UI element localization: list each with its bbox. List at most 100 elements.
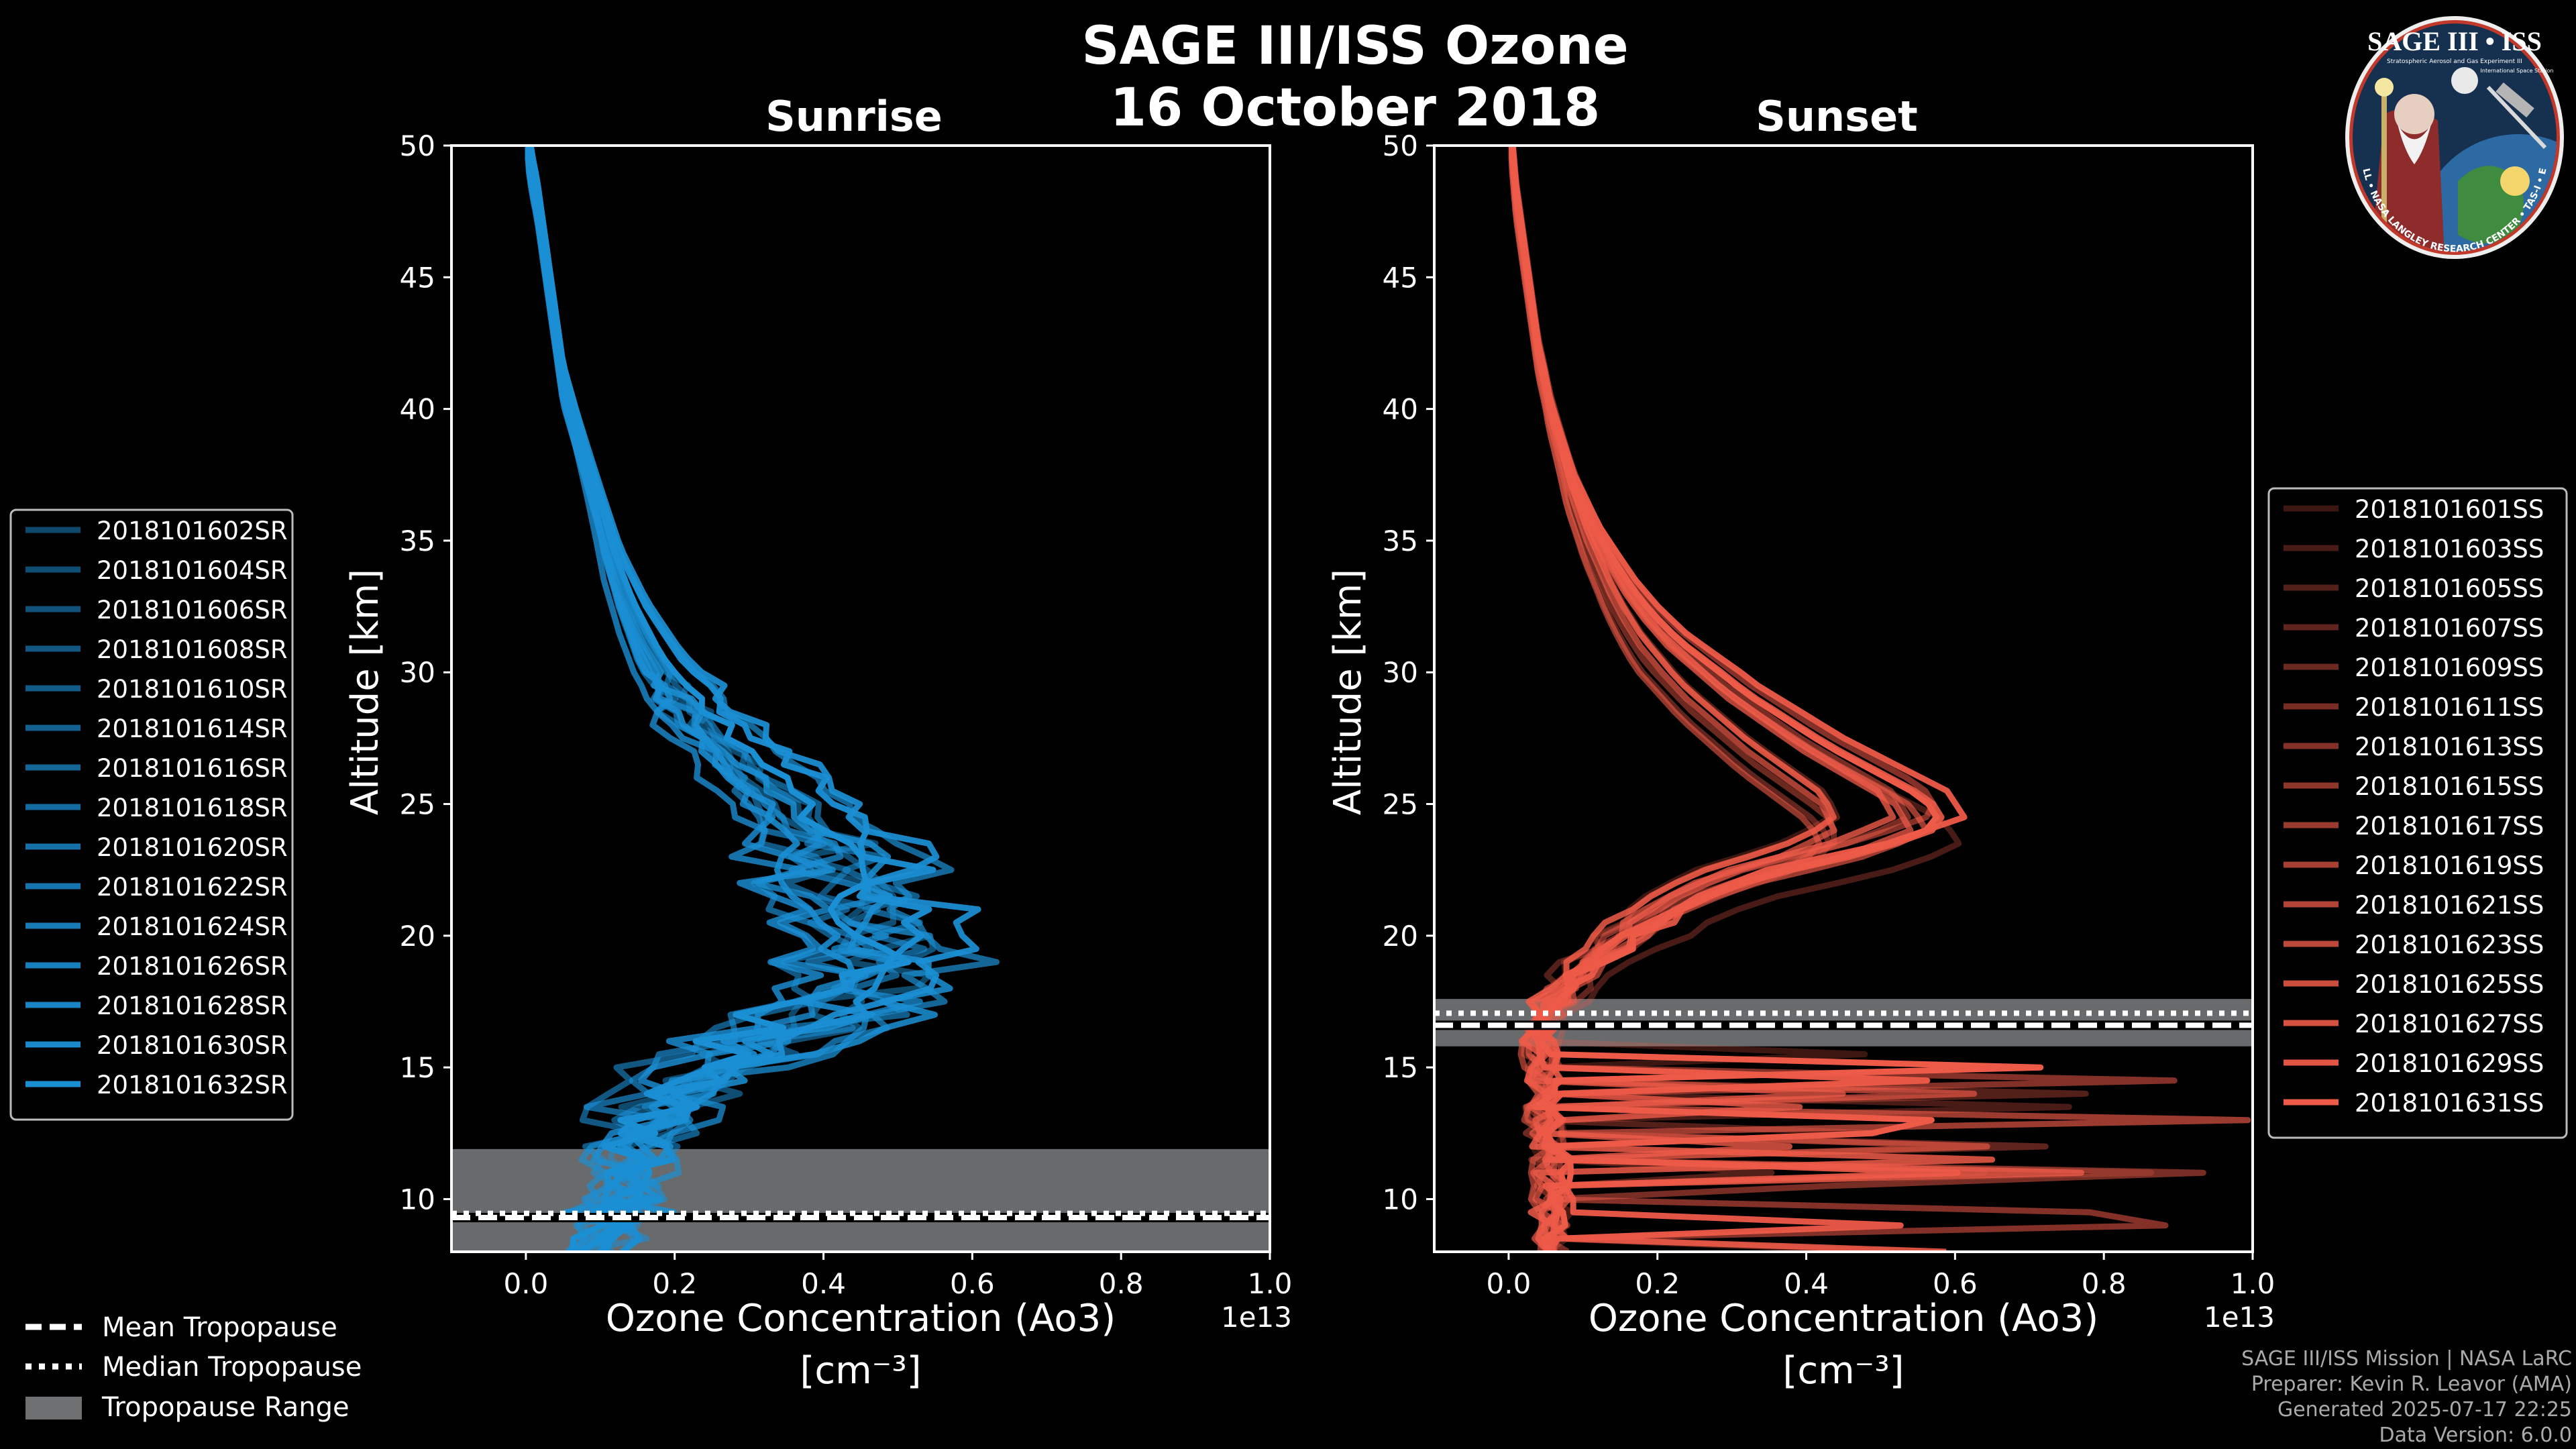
y-tick-label: 20 (400, 920, 435, 953)
y-tick-label: 10 (1383, 1183, 1418, 1216)
footer-generated: Generated 2025-07-17 22:25 (2277, 1398, 2572, 1421)
footer-mission: SAGE III/ISS Mission | NASA LaRC (2241, 1347, 2572, 1371)
plot-area-sunrise (451, 146, 1270, 1252)
y-tick-label: 15 (1383, 1051, 1418, 1084)
y-axis-label: Altitude [km] (1326, 569, 1370, 815)
x-axis-label: Ozone Concentration (Ao3) (1589, 1297, 2098, 1340)
axes-frame-sunrise (450, 144, 1271, 1253)
legend-entry: 2018101619SS (2355, 851, 2544, 880)
sage-iii-iss-logo: SAGE III • ISS Stratospheric Aerosol and… (2344, 13, 2564, 259)
y-axis-label: Altitude [km] (343, 569, 387, 815)
legend-range-label: Tropopause Range (101, 1392, 350, 1423)
panel-sunrise: 0.0 0.2 0.4 0.6 0.8 1.0 10 15 20 25 30 35 40 45 50 1e13… (343, 92, 1292, 1393)
legend-entry: 2018101607SS (2355, 614, 2544, 643)
series-line-2018101631SS (1509, 146, 2044, 1252)
legend-entry: 2018101621SS (2355, 891, 2544, 920)
legend-mean-label: Mean Tropopause (102, 1312, 337, 1343)
legend-entry: 2018101631SS (2355, 1089, 2544, 1118)
legend-range-swatch (25, 1397, 82, 1419)
y-tick-label: 50 (1383, 129, 1418, 162)
y-tick-label: 15 (400, 1051, 435, 1084)
y-tick-label: 30 (1383, 656, 1418, 689)
legend-entry: 2018101613SS (2355, 733, 2544, 761)
x-tick-label: 0.4 (801, 1267, 846, 1300)
series-line-2018101628SR (527, 146, 981, 1252)
y-tick-label: 45 (400, 261, 435, 294)
series-line-2018101624SR (525, 146, 953, 1252)
x-tick-label: 0.0 (1487, 1267, 1532, 1300)
legend-entry: 2018101609SS (2355, 653, 2544, 682)
legend-entry: 2018101602SR (97, 517, 288, 545)
legend-box-sunrise (9, 508, 294, 1121)
x-tick-label: 0.2 (652, 1267, 697, 1300)
legend-entry: 2018101626SR (97, 952, 288, 981)
axes-frame-sunset (1433, 144, 2254, 1253)
x-tick-label: 1.0 (2231, 1267, 2275, 1300)
legend-median-label: Median Tropopause (102, 1352, 362, 1383)
y-tick-label: 10 (400, 1183, 435, 1216)
y-tick-label: 35 (1383, 525, 1418, 557)
figure-title-line2: 16 October 2018 (1110, 78, 1601, 138)
y-tick-label: 40 (400, 393, 435, 426)
legend-entry: 2018101623SS (2355, 930, 2544, 959)
legend-entry: 2018101620SR (97, 833, 288, 862)
x-tick-label: 1.0 (1248, 1267, 1293, 1300)
legend-tropopause: Mean Tropopause Median Tropopause Tropopau… (25, 1312, 362, 1423)
panel-title: Sunrise (765, 92, 943, 141)
legend-entry: 2018101627SS (2355, 1010, 2544, 1038)
legend-entry: 2018101603SS (2355, 535, 2544, 564)
legend-entry: 2018101615SS (2355, 772, 2544, 801)
y-tick-label: 25 (400, 788, 435, 821)
footer-version: Data Version: 6.0.0 (2379, 1424, 2572, 1447)
x-tick-label: 0.6 (950, 1267, 995, 1300)
legend-entry: 2018101618SR (97, 794, 288, 822)
x-axis-unit: [cm⁻³] (1782, 1349, 1904, 1393)
x-tick-label: 0.8 (2082, 1267, 2127, 1300)
legend-entry: 2018101611SS (2355, 693, 2544, 722)
legend-box-sunset (2267, 487, 2568, 1139)
y-tick-label: 50 (400, 129, 435, 162)
footer-preparer: Preparer: Kevin R. Leavor (AMA) (2251, 1373, 2572, 1396)
x-tick-label: 0.4 (1784, 1267, 1829, 1300)
legend-entry: 2018101624SR (97, 912, 288, 941)
legend-sunrise: 2018101602SR 2018101604SR 2018101606SR 2018… (9, 508, 294, 1121)
legend-entry: 2018101604SR (97, 556, 288, 585)
y-tick-label: 20 (1383, 920, 1418, 953)
legend-entry: 2018101608SR (97, 635, 288, 664)
y-tick-label: 45 (1383, 261, 1418, 294)
y-tick-label: 35 (400, 525, 435, 557)
panel-sunset: 0.0 0.2 0.4 0.6 0.8 1.0 10 15 20 25 30 35 40 45 50 1e13… (1326, 92, 2275, 1393)
x-axis-label: Ozone Concentration (Ao3) (606, 1297, 1116, 1340)
panel-title: Sunset (1756, 92, 1918, 141)
x-tick-label: 0.8 (1099, 1267, 1144, 1300)
legend-entry: 2018101625SS (2355, 970, 2544, 999)
y-tick-label: 40 (1383, 393, 1418, 426)
y-tick-label: 30 (400, 656, 435, 689)
logo-subtitle: Stratospheric Aerosol and Gas Experiment… (2387, 58, 2522, 65)
legend-entry: 2018101628SR (97, 991, 288, 1020)
logo-title: SAGE III • ISS (2367, 26, 2542, 56)
x-axis-unit: [cm⁻³] (800, 1349, 921, 1393)
x-tick-label: 0.2 (1635, 1267, 1680, 1300)
legend-entry: 2018101629SS (2355, 1049, 2544, 1078)
legend-entry: 2018101616SR (97, 754, 288, 783)
figure-title-line1: SAGE III/ISS Ozone (1081, 16, 1629, 76)
x-tick-label: 0.0 (504, 1267, 549, 1300)
x-multiplier: 1e13 (1221, 1301, 1292, 1334)
legend-entry: 2018101601SS (2355, 495, 2544, 524)
legend-entry: 2018101610SR (97, 675, 288, 704)
x-tick-label: 0.6 (1933, 1267, 1978, 1300)
legend-entry: 2018101622SR (97, 873, 288, 902)
y-tick-label: 25 (1383, 788, 1418, 821)
series-line-2018101616SR (525, 146, 1000, 1252)
legend-entry: 2018101630SR (97, 1031, 288, 1060)
legend-entry: 2018101605SS (2355, 574, 2544, 603)
logo-station: International Space Station (2481, 68, 2554, 74)
x-multiplier: 1e13 (2204, 1301, 2275, 1334)
legend-sunset: 2018101601SS 2018101603SS 2018101605SS 2018… (2267, 487, 2568, 1139)
legend-entry: 2018101614SR (97, 714, 288, 743)
series-line-2018101632SR (527, 146, 912, 1252)
legend-entry: 2018101632SR (97, 1071, 288, 1099)
plot-area-sunset (1434, 146, 2253, 1252)
